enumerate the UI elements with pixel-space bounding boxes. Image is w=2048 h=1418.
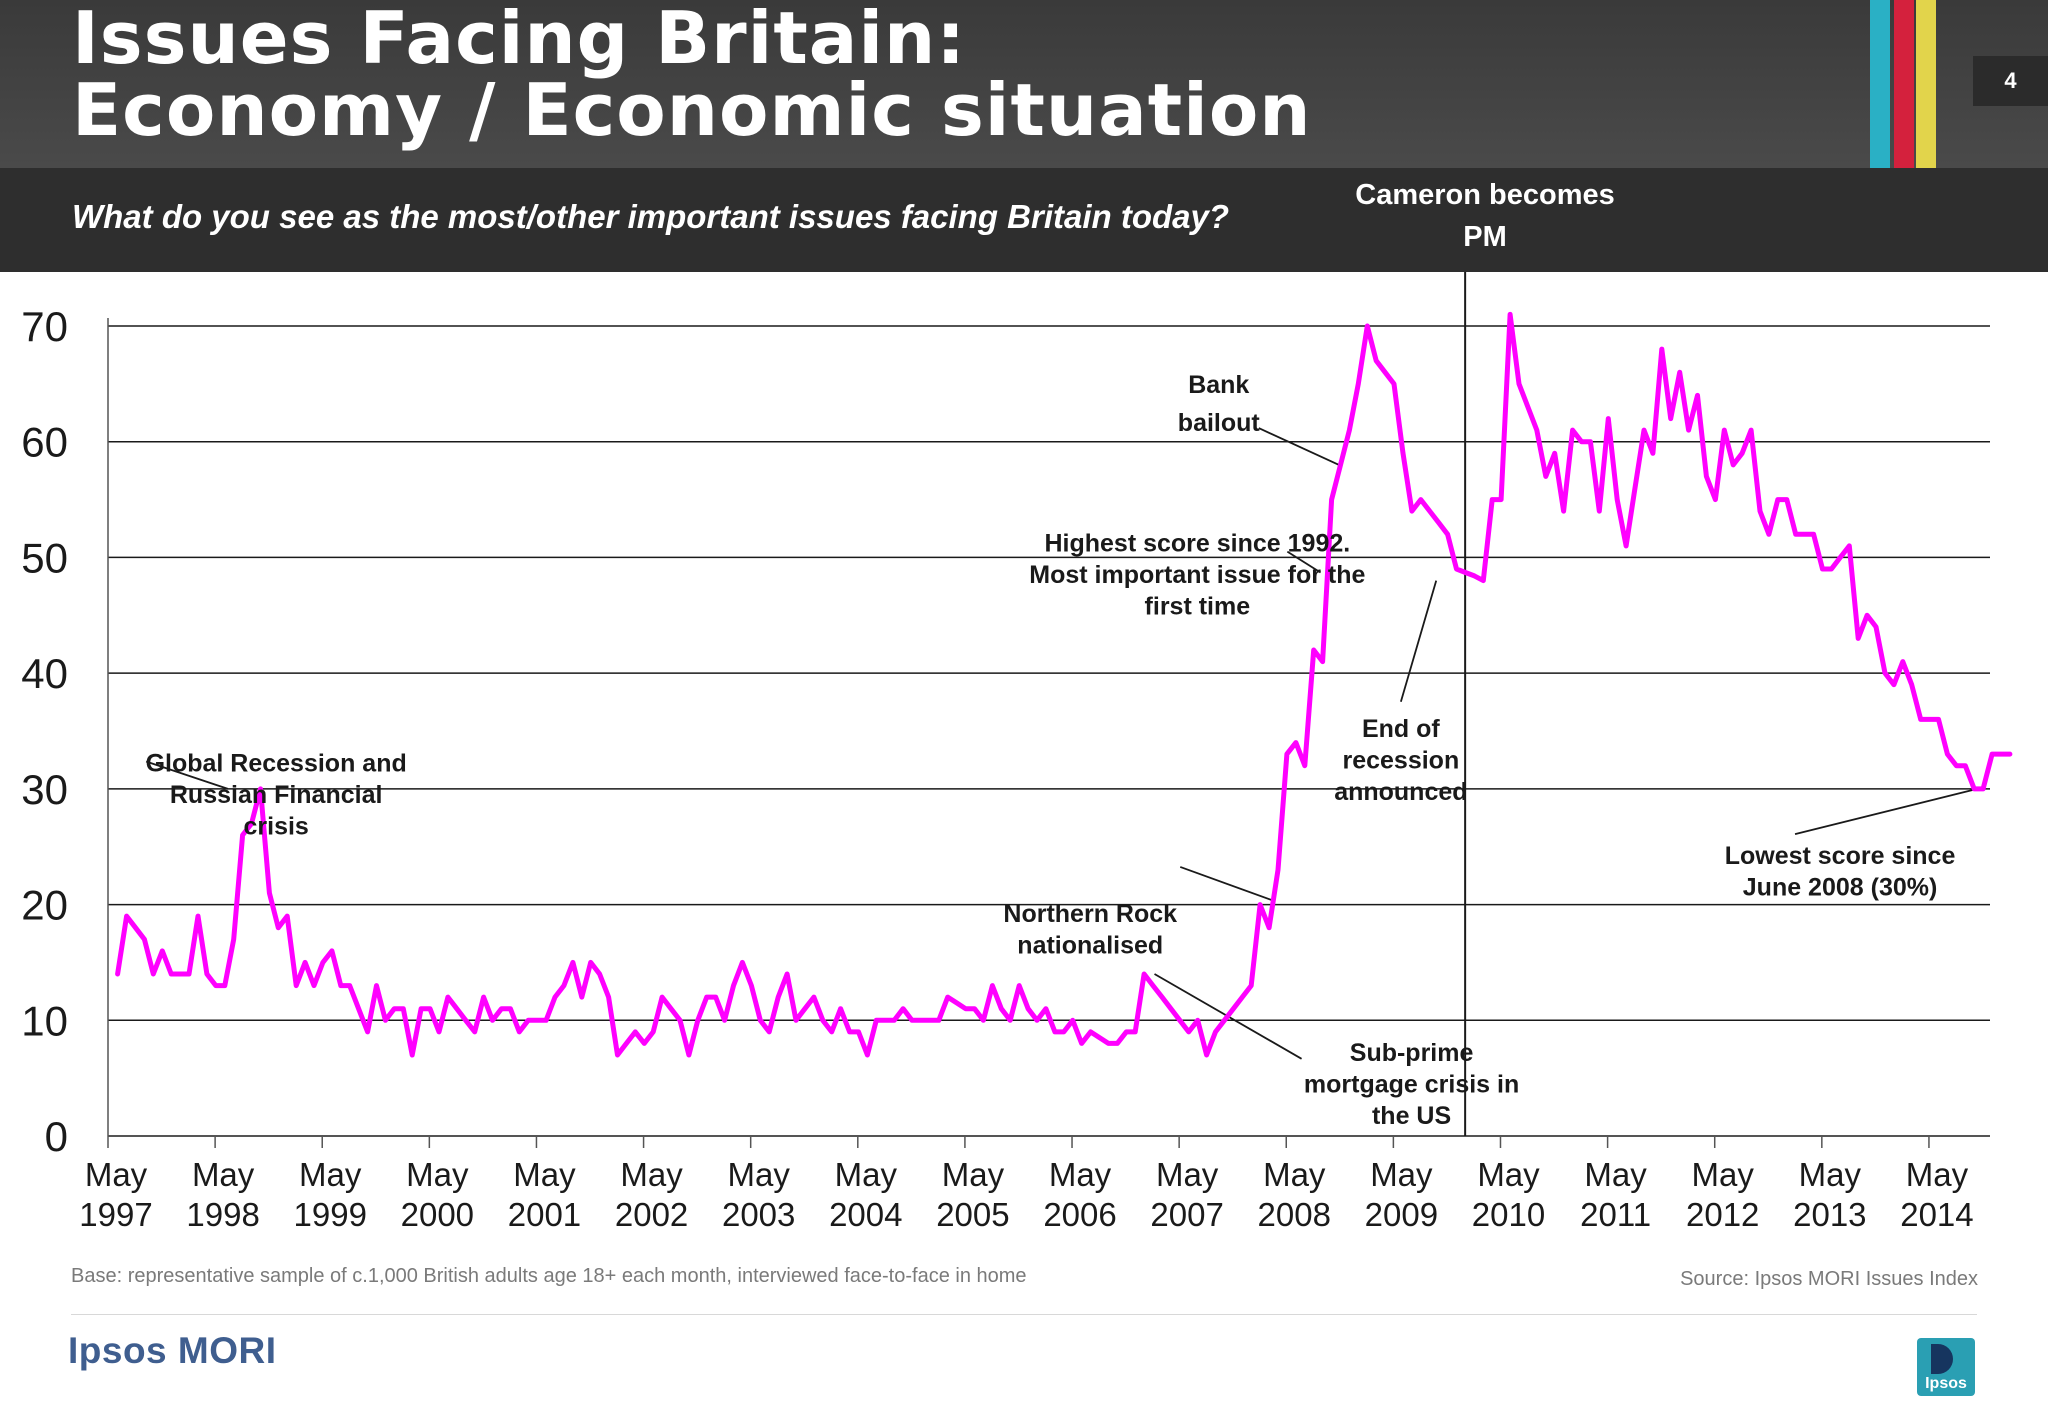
title-line-1: Issues Facing Britain: <box>72 0 967 80</box>
annotation-recession: End of recession announced <box>1334 715 1467 806</box>
x-tick-label-year-2003: 2003 <box>722 1196 795 1233</box>
logo-text: Ipsos <box>1925 1375 1967 1392</box>
page-title: Issues Facing Britain: Economy / Economi… <box>72 2 1312 146</box>
y-tick-label-70: 70 <box>21 303 68 350</box>
x-tick-label-month-1999: May <box>299 1156 362 1193</box>
x-tick-label-month-2012: May <box>1692 1156 1755 1193</box>
line-chart: 010203040506070May1997May1998May1999May2… <box>21 272 2013 1233</box>
x-tick-label-month-2001: May <box>513 1156 576 1193</box>
x-tick-label-month-2000: May <box>406 1156 469 1193</box>
x-tick-label-year-2011: 2011 <box>1580 1196 1651 1233</box>
annotation-pointer-global <box>145 760 229 790</box>
stripe-cyan <box>1870 0 1890 168</box>
annotation-pointer-bank <box>1258 427 1340 466</box>
y-tick-label-30: 30 <box>21 766 68 813</box>
y-tick-label-60: 60 <box>21 419 68 466</box>
cameron-label: Cameron becomes PM <box>1355 179 1615 253</box>
x-tick-label-year-2007: 2007 <box>1150 1196 1223 1233</box>
survey-question: What do you see as the most/other import… <box>72 198 1230 235</box>
x-tick-label-year-2012: 2012 <box>1686 1196 1759 1233</box>
annotation-bank: Bank bailout <box>1178 371 1261 437</box>
annotation-pointer-recession <box>1400 580 1438 703</box>
footer-divider <box>71 1314 1977 1315</box>
page-number: 4 <box>1973 56 2048 106</box>
y-tick-label-50: 50 <box>21 534 68 581</box>
x-tick-label-year-2005: 2005 <box>936 1196 1009 1233</box>
annotation-highest: Highest score since 1992. Most important … <box>1029 530 1365 621</box>
y-tick-label-40: 40 <box>21 650 68 697</box>
x-tick-label-month-2006: May <box>1049 1156 1112 1193</box>
x-tick-label-year-1998: 1998 <box>186 1196 259 1233</box>
annotation-global: Global Recession and Russian Financial cri… <box>146 750 407 841</box>
x-tick-label-year-1999: 1999 <box>294 1196 367 1233</box>
x-tick-label-month-2003: May <box>728 1156 791 1193</box>
brand-wordmark: Ipsos MORI <box>68 1330 277 1371</box>
x-tick-label-month-2007: May <box>1156 1156 1219 1193</box>
annotation-northern: Northern Rock nationalised <box>1003 900 1177 960</box>
x-tick-label-month-2005: May <box>942 1156 1005 1193</box>
y-tick-label-0: 0 <box>45 1113 68 1160</box>
x-tick-label-year-2004: 2004 <box>829 1196 902 1233</box>
x-tick-label-year-2001: 2001 <box>508 1196 581 1233</box>
x-tick-label-year-2000: 2000 <box>401 1196 474 1233</box>
x-tick-label-year-2008: 2008 <box>1258 1196 1331 1233</box>
x-tick-label-month-2008: May <box>1263 1156 1326 1193</box>
x-tick-label-month-2009: May <box>1370 1156 1433 1193</box>
stripe-yellow <box>1916 0 1936 168</box>
x-tick-label-month-2011: May <box>1584 1156 1647 1193</box>
base-note: Base: representative sample of c.1,000 B… <box>71 1265 1027 1287</box>
x-tick-label-year-2002: 2002 <box>615 1196 688 1233</box>
annotation-pointer-northern <box>1179 866 1275 902</box>
x-tick-label-month-2014: May <box>1906 1156 1969 1193</box>
y-tick-label-20: 20 <box>21 882 68 929</box>
x-tick-label-year-2014: 2014 <box>1900 1196 1973 1233</box>
logo-mark <box>1931 1344 1953 1374</box>
x-tick-label-year-2013: 2013 <box>1793 1196 1866 1233</box>
x-tick-label-month-1997: May <box>85 1156 148 1193</box>
x-tick-label-month-2013: May <box>1799 1156 1862 1193</box>
question-bar <box>0 168 2048 272</box>
annotation-lowest: Lowest score since June 2008 (30%) <box>1725 842 1956 902</box>
x-tick-label-month-1998: May <box>192 1156 255 1193</box>
x-tick-label-month-2010: May <box>1477 1156 1540 1193</box>
annotation-pointer-highest <box>1286 550 1322 574</box>
x-tick-label-year-2006: 2006 <box>1043 1196 1116 1233</box>
x-tick-label-year-2009: 2009 <box>1365 1196 1438 1233</box>
x-tick-label-year-2010: 2010 <box>1472 1196 1545 1233</box>
ipsos-logo: Ipsos <box>1917 1338 1975 1396</box>
header-bar: Issues Facing Britain: Economy / Economi… <box>0 0 2048 168</box>
annotation-pointer-lowest <box>1794 787 1978 835</box>
y-tick-label-10: 10 <box>21 997 68 1044</box>
x-tick-label-month-2004: May <box>835 1156 898 1193</box>
annotation-subprime: Sub-prime mortgage crisis in the US <box>1304 1039 1519 1130</box>
economy-series-line <box>115 311 2013 1058</box>
x-tick-label-year-1997: 1997 <box>79 1196 152 1233</box>
title-line-2: Economy / Economic situation <box>72 68 1312 152</box>
source-note: Source: Ipsos MORI Issues Index <box>1680 1268 1978 1290</box>
x-tick-label-month-2002: May <box>620 1156 683 1193</box>
stripe-red <box>1894 0 1914 168</box>
